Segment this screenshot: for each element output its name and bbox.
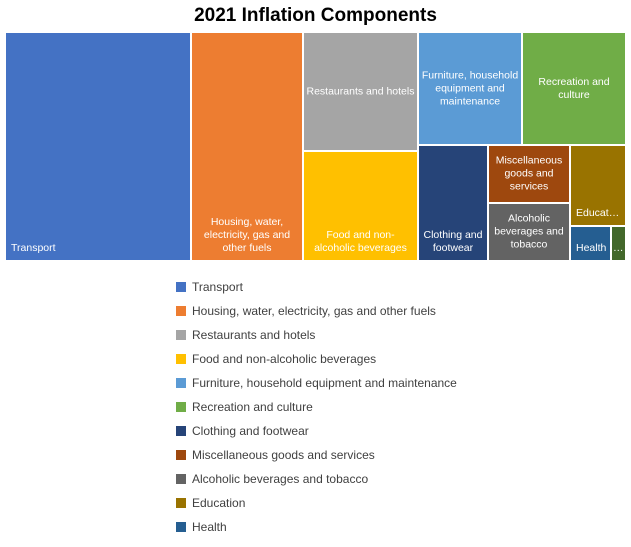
treemap-tile-other[interactable]: … — [611, 226, 626, 261]
legend-swatch — [176, 330, 186, 340]
legend-swatch — [176, 378, 186, 388]
treemap-tile-recreation-and-culture[interactable]: Recreation and culture — [522, 32, 626, 145]
legend-item[interactable]: Clothing and footwear — [176, 419, 457, 443]
legend-swatch — [176, 426, 186, 436]
chart-title: 2021 Inflation Components — [194, 5, 437, 26]
tile-label: Furniture, household equipment and maint… — [421, 69, 519, 107]
tile-label: Restaurants and hotels — [306, 85, 415, 97]
tile-label: Clothing and footwear — [423, 229, 483, 254]
legend-label: Furniture, household equipment and maint… — [192, 376, 457, 390]
legend-swatch — [176, 474, 186, 484]
tile-label: Recreation and culture — [538, 75, 610, 101]
legend-item[interactable]: Education — [176, 491, 457, 515]
legend-label: Recreation and culture — [192, 400, 313, 414]
legend-swatch — [176, 354, 186, 364]
tile-label: Educat… — [576, 207, 620, 219]
legend-swatch — [176, 522, 186, 532]
legend-item[interactable]: Restaurants and hotels — [176, 323, 457, 347]
treemap-tile-furniture-household-equipment-and-maintenance[interactable]: Furniture, household equipment and maint… — [418, 32, 522, 145]
legend-label: Alcoholic beverages and tobacco — [192, 472, 369, 486]
legend-item[interactable]: Recreation and culture — [176, 395, 457, 419]
tile-label: … — [613, 242, 624, 254]
legend-item[interactable]: Housing, water, electricity, gas and oth… — [176, 299, 457, 323]
tile-label: Transport — [11, 242, 56, 254]
legend-label: Miscellaneous goods and services — [192, 448, 375, 462]
treemap-tile-health[interactable]: Health — [570, 226, 611, 261]
legend-label: Restaurants and hotels — [192, 328, 316, 342]
treemap-tile-alcoholic-beverages-and-tobacco[interactable]: Alcoholic beverages and tobacco — [488, 203, 570, 261]
legend-swatch — [176, 498, 186, 508]
legend-label: Food and non-alcoholic beverages — [192, 352, 377, 366]
tile-label: Alcoholic beverages and tobacco — [494, 212, 564, 251]
legend-item[interactable]: Alcoholic beverages and tobacco — [176, 467, 457, 491]
legend-label: Education — [192, 496, 246, 510]
legend-label: Clothing and footwear — [192, 424, 309, 438]
tile-label: Miscellaneous goods and services — [495, 154, 563, 193]
legend-label: Health — [192, 520, 227, 534]
treemap-tile-transport[interactable]: Transport — [5, 32, 191, 261]
legend-label: Transport — [192, 280, 243, 294]
tile-label: Health — [576, 242, 607, 254]
legend-item[interactable]: Miscellaneous goods and services — [176, 443, 457, 467]
legend-swatch — [176, 282, 186, 292]
treemap-tile-clothing-and-footwear[interactable]: Clothing and footwear — [418, 145, 488, 261]
chart-legend: Transport Housing, water, electricity, ga… — [176, 275, 457, 539]
tile-label: Food and non-alcoholic beverages — [314, 229, 407, 254]
legend-swatch — [176, 402, 186, 412]
legend-item[interactable]: Furniture, household equipment and maint… — [176, 371, 457, 395]
treemap-tile-restaurants-and-hotels[interactable]: Restaurants and hotels — [303, 32, 418, 151]
treemap-tile-education[interactable]: Educat… — [570, 145, 626, 226]
legend-item[interactable]: Transport — [176, 275, 457, 299]
legend-swatch — [176, 306, 186, 316]
legend-item[interactable]: Food and non-alcoholic beverages — [176, 347, 457, 371]
legend-swatch — [176, 450, 186, 460]
treemap-tile-miscellaneous-goods-and-services[interactable]: Miscellaneous goods and services — [488, 145, 570, 203]
legend-item[interactable]: Health — [176, 515, 457, 539]
tile-label: Housing, water, electricity, gas and oth… — [203, 216, 291, 254]
treemap-tile-food-and-non-alcoholic-beverages[interactable]: Food and non-alcoholic beverages — [303, 151, 418, 261]
legend-label: Housing, water, electricity, gas and oth… — [192, 304, 436, 318]
treemap-tile-housing-water-electricity-gas-and-other-fuels[interactable]: Housing, water, electricity, gas and oth… — [191, 32, 303, 261]
